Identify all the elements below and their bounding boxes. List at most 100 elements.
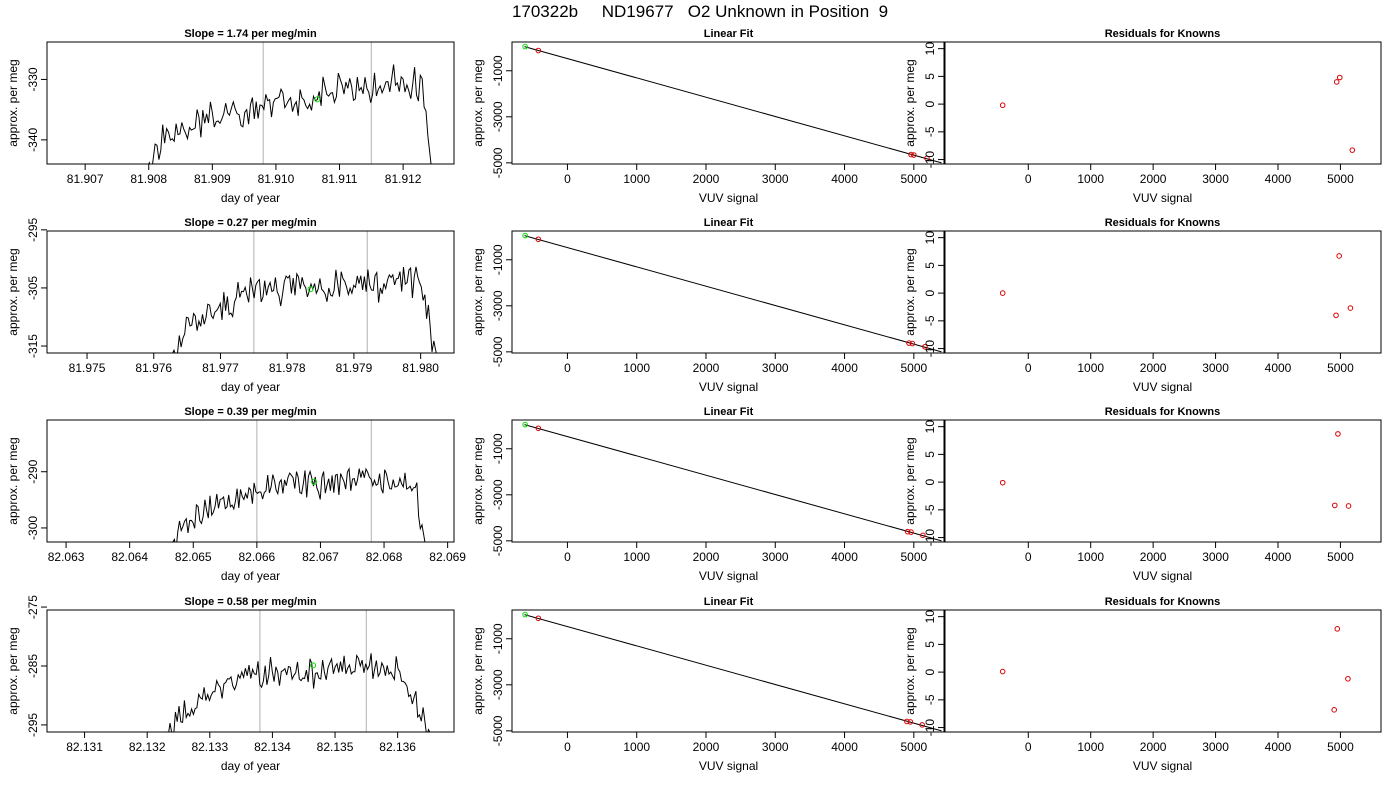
figure-title: 170322b ND19677 O2 Unknown in Position 9 xyxy=(511,2,889,21)
panel-2-2: Linear Fit 0 1000 2000 3000 4000 5000 -1000 -300… xyxy=(471,217,946,394)
panel-3-3: Residuals for Knowns 0 1000 2000 3000 4000 500… xyxy=(903,406,1382,583)
known-point xyxy=(1347,305,1354,311)
plot-frame xyxy=(46,419,455,543)
x-axis-label: day of year xyxy=(221,191,280,205)
x-tick-label: 1000 xyxy=(1077,172,1104,186)
y-tick-label: -3000 xyxy=(491,669,505,700)
x-tick-label: 82.131 xyxy=(66,740,103,754)
x-tick-label: 2000 xyxy=(693,172,720,186)
x-tick-label: 82.065 xyxy=(175,550,212,564)
y-tick-label: -5000 xyxy=(491,336,505,367)
known-point xyxy=(919,722,925,728)
x-tick-label: 2000 xyxy=(693,740,720,754)
y-tick-label: -5 xyxy=(923,694,937,705)
plot-area xyxy=(172,420,426,542)
x-tick-label: 81.912 xyxy=(385,172,422,186)
x-tick-label: 3000 xyxy=(1202,172,1229,186)
x-tick-label: 1000 xyxy=(1077,361,1104,375)
plot-frame xyxy=(511,609,946,733)
x-tick-label: 5000 xyxy=(900,172,927,186)
y-axis-label: approx. per meg xyxy=(903,627,917,714)
unknown-point xyxy=(522,611,528,618)
x-tick-label: 2000 xyxy=(1140,172,1167,186)
x-tick-label: 5000 xyxy=(1327,740,1354,754)
known-point xyxy=(535,615,542,622)
y-tick-label: 5 xyxy=(923,451,937,458)
plot-area xyxy=(522,421,942,542)
x-axis-label: VUV signal xyxy=(699,569,758,583)
y-tick-label: -300 xyxy=(26,516,40,540)
panel-1-3: Residuals for Knowns 0 1000 2000 3000 4000 500… xyxy=(903,28,1382,205)
y-tick-label: -5000 xyxy=(491,525,505,556)
x-tick-label: 82.069 xyxy=(429,550,466,564)
y-tick-label: -5 xyxy=(923,315,937,326)
panel-title: Residuals for Knowns xyxy=(1105,217,1221,229)
y-axis-label: approx. per meg xyxy=(6,437,20,524)
panel-title: Linear Fit xyxy=(704,596,754,608)
y-tick-label: -285 xyxy=(26,654,40,678)
x-tick-label: 2000 xyxy=(693,550,720,564)
x-tick-label: 4000 xyxy=(1265,361,1292,375)
known-point xyxy=(1332,502,1338,509)
known-point xyxy=(535,425,542,432)
unknown-point xyxy=(522,232,528,239)
plot-frame xyxy=(511,230,946,354)
panel-1-1: Slope = 1.74 per meg/min 81.907 81.908 81.9… xyxy=(6,28,455,205)
y-tick-label: -5000 xyxy=(491,715,505,746)
x-tick-label: 5000 xyxy=(900,740,927,754)
known-point xyxy=(1333,312,1339,319)
x-tick-label: 5000 xyxy=(1327,550,1354,564)
x-tick-label: 82.134 xyxy=(254,740,291,754)
y-axis-label: approx. per meg xyxy=(471,59,485,146)
signal-trace xyxy=(172,466,426,542)
y-axis-label: approx. per meg xyxy=(903,59,917,146)
known-point xyxy=(904,718,910,725)
y-tick-label: 0 xyxy=(923,478,937,485)
x-tick-label: 3000 xyxy=(1202,361,1229,375)
panel-title: Slope = 0.58 per meg/min xyxy=(184,596,317,608)
known-point xyxy=(1345,675,1351,682)
x-tick-label: 5000 xyxy=(900,550,927,564)
mean-point-marker xyxy=(307,286,314,293)
y-axis-label: approx. per meg xyxy=(6,627,20,714)
fit-line xyxy=(524,424,942,542)
plot-area xyxy=(999,431,1352,509)
x-tick-label: 3000 xyxy=(762,740,789,754)
plot-area xyxy=(522,611,942,732)
y-axis-label: approx. per meg xyxy=(903,437,917,524)
y-tick-label: -10 xyxy=(923,151,937,169)
y-tick-label: -1000 xyxy=(491,623,505,654)
x-tick-label: 81.909 xyxy=(194,172,231,186)
known-point xyxy=(999,668,1006,675)
y-tick-label: -1000 xyxy=(491,433,505,464)
x-axis-label: VUV signal xyxy=(699,380,758,394)
x-axis-label: VUV signal xyxy=(1133,191,1192,205)
known-point xyxy=(1335,431,1341,437)
x-tick-label: 3000 xyxy=(762,361,789,375)
y-tick-label: -10 xyxy=(923,529,937,547)
x-tick-label: 81.979 xyxy=(336,361,373,375)
mean-point-marker xyxy=(310,662,317,669)
x-axis-label: day of year xyxy=(221,759,280,773)
x-tick-label: 5000 xyxy=(900,361,927,375)
x-tick-label: 2000 xyxy=(693,361,720,375)
fit-line xyxy=(524,614,942,732)
plot-frame xyxy=(943,230,1382,354)
panel-4-1: Slope = 0.58 per meg/min 82.131 82.132 82.1… xyxy=(6,595,455,773)
x-tick-label: 81.980 xyxy=(402,361,439,375)
x-tick-label: 3000 xyxy=(1202,740,1229,754)
panel-title: Residuals for Knowns xyxy=(1105,28,1221,40)
panel-title: Residuals for Knowns xyxy=(1105,406,1221,418)
x-tick-label: 1000 xyxy=(623,550,650,564)
x-tick-label: 2000 xyxy=(1140,740,1167,754)
y-tick-label: -5 xyxy=(923,126,937,137)
known-point xyxy=(1333,79,1340,85)
x-tick-label: 5000 xyxy=(1327,361,1354,375)
panel-title: Slope = 0.39 per meg/min xyxy=(184,406,317,418)
y-tick-label: -5 xyxy=(923,504,937,515)
y-tick-label: -330 xyxy=(26,67,40,91)
known-point xyxy=(924,155,930,162)
y-tick-label: -340 xyxy=(26,128,40,152)
x-axis-label: VUV signal xyxy=(699,191,758,205)
panel-4-3: Residuals for Knowns 0 1000 2000 3000 4000 500… xyxy=(903,596,1382,773)
